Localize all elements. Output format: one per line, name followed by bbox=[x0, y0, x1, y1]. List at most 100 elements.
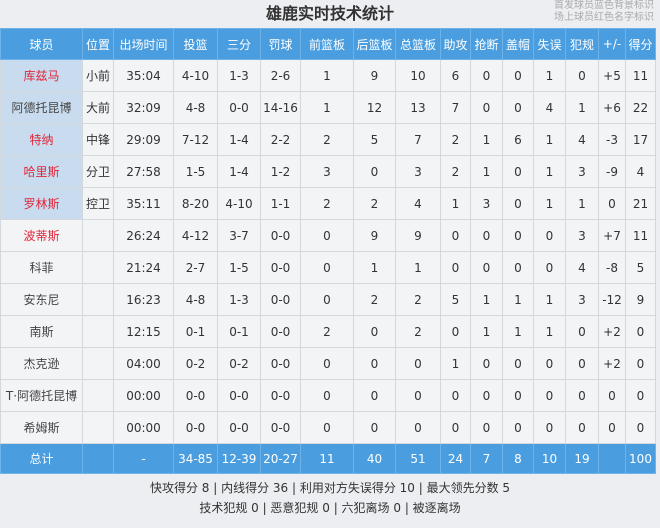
stat-cell: 5 bbox=[625, 251, 656, 284]
player-name[interactable]: 阿德托昆博 bbox=[0, 91, 83, 124]
stat-cell: 0 bbox=[625, 379, 656, 412]
total-cell: 7 bbox=[470, 443, 503, 474]
stat-cell: 0 bbox=[565, 315, 599, 348]
stat-cell: 0-0 bbox=[260, 379, 301, 412]
column-header[interactable]: 盖帽 bbox=[502, 28, 534, 60]
player-name[interactable]: T·阿德托昆博 bbox=[0, 379, 83, 412]
total-cell: 40 bbox=[353, 443, 396, 474]
stat-cell: 大前 bbox=[82, 91, 114, 124]
player-row: 特纳 中锋 29:09 7-12 1-4 2-2 2 5 7 2 1 6 1 4 -3 17 bbox=[0, 123, 656, 156]
player-name[interactable]: 安东尼 bbox=[0, 283, 83, 316]
stat-cell: 2-6 bbox=[260, 59, 301, 92]
stat-cell: 0 bbox=[533, 219, 566, 252]
stat-cell: 6 bbox=[440, 59, 471, 92]
column-header[interactable]: 投篮 bbox=[173, 28, 218, 60]
stat-cell: 00:00 bbox=[113, 379, 174, 412]
player-row: 波蒂斯 26:24 4-12 3-7 0-0 0 9 9 0 0 0 0 3 +7 11 bbox=[0, 219, 656, 252]
player-row: 安东尼 16:23 4-8 1-3 0-0 0 2 2 5 1 1 1 3 -12 9 bbox=[0, 283, 656, 316]
stat-cell: 1-4 bbox=[217, 123, 261, 156]
player-name[interactable]: 罗林斯 bbox=[0, 187, 83, 220]
stat-cell: 1 bbox=[440, 347, 471, 380]
stat-cell: 22 bbox=[625, 91, 656, 124]
stat-cell: 0 bbox=[502, 187, 534, 220]
stat-cell: 0 bbox=[470, 411, 503, 444]
player-name[interactable]: 库兹马 bbox=[0, 59, 83, 92]
column-header[interactable]: 助攻 bbox=[440, 28, 471, 60]
stat-cell: 0 bbox=[502, 251, 534, 284]
column-header[interactable]: 球员 bbox=[0, 28, 83, 60]
stat-cell: 2 bbox=[395, 315, 441, 348]
stat-cell: 4 bbox=[533, 91, 566, 124]
stat-cell: 2 bbox=[353, 187, 396, 220]
column-header[interactable]: 位置 bbox=[82, 28, 114, 60]
stat-cell: 0 bbox=[502, 155, 534, 188]
stat-cell: 2 bbox=[353, 283, 396, 316]
stat-cell: 0 bbox=[440, 251, 471, 284]
stat-cell: 0-0 bbox=[260, 315, 301, 348]
stat-cell: 0-0 bbox=[260, 411, 301, 444]
player-name[interactable]: 特纳 bbox=[0, 123, 83, 156]
column-header[interactable]: 得分 bbox=[625, 28, 656, 60]
column-header[interactable]: 失误 bbox=[533, 28, 566, 60]
player-row: 罗林斯 控卫 35:11 8-20 4-10 1-1 2 2 4 1 3 0 1 1 0 21 bbox=[0, 187, 656, 220]
stat-cell bbox=[82, 379, 114, 412]
player-row: 哈里斯 分卫 27:58 1-5 1-4 1-2 3 0 3 2 1 0 1 3 -9 4 bbox=[0, 155, 656, 188]
stat-cell: 中锋 bbox=[82, 123, 114, 156]
player-name[interactable]: 科菲 bbox=[0, 251, 83, 284]
stat-cell bbox=[82, 283, 114, 316]
stat-cell: 7 bbox=[440, 91, 471, 124]
stat-cell: 1 bbox=[440, 187, 471, 220]
stat-cell: 21:24 bbox=[113, 251, 174, 284]
player-name[interactable]: 杰克逊 bbox=[0, 347, 83, 380]
column-header[interactable]: 抢断 bbox=[470, 28, 503, 60]
player-name[interactable]: 波蒂斯 bbox=[0, 219, 83, 252]
stat-cell: 12:15 bbox=[113, 315, 174, 348]
summary-line-1: 快攻得分 8 | 内线得分 36 | 利用对方失误得分 10 | 最大领先分数 … bbox=[149, 481, 511, 495]
stat-cell: 0-0 bbox=[260, 347, 301, 380]
stat-cell: 27:58 bbox=[113, 155, 174, 188]
stat-cell: 8-20 bbox=[173, 187, 218, 220]
total-cell: 19 bbox=[565, 443, 599, 474]
stat-cell: 2 bbox=[440, 155, 471, 188]
stat-cell: 0 bbox=[533, 347, 566, 380]
stat-cell: 0 bbox=[565, 347, 599, 380]
legend-on-court: 场上球员红色名字标识 bbox=[554, 12, 654, 23]
column-header[interactable]: 后篮板 bbox=[353, 28, 396, 60]
stat-cell: 35:04 bbox=[113, 59, 174, 92]
stat-cell: 1 bbox=[300, 59, 354, 92]
stat-cell: 0 bbox=[395, 411, 441, 444]
stat-cell: 0 bbox=[353, 347, 396, 380]
header-row: 球员 位置 出场时间 投篮 三分 罚球 前篮板 后篮板 总篮板 助攻 抢断 盖帽 失误 犯规 +/- 得分 bbox=[0, 28, 656, 60]
stat-cell: 0 bbox=[440, 315, 471, 348]
player-row: 南斯 12:15 0-1 0-1 0-0 2 0 2 0 1 1 1 0 +2 0 bbox=[0, 315, 656, 348]
stat-cell: 0 bbox=[470, 59, 503, 92]
stat-cell: 0-0 bbox=[260, 219, 301, 252]
stat-cell: 12 bbox=[353, 91, 396, 124]
column-header[interactable]: 出场时间 bbox=[113, 28, 174, 60]
column-header[interactable]: 总篮板 bbox=[395, 28, 441, 60]
player-name[interactable]: 哈里斯 bbox=[0, 155, 83, 188]
total-cell: 10 bbox=[533, 443, 566, 474]
column-header[interactable]: 前篮板 bbox=[300, 28, 354, 60]
stat-cell: 0 bbox=[470, 379, 503, 412]
player-name[interactable]: 南斯 bbox=[0, 315, 83, 348]
player-name[interactable]: 希姆斯 bbox=[0, 411, 83, 444]
stat-cell: 1 bbox=[533, 123, 566, 156]
stat-cell: 5 bbox=[440, 283, 471, 316]
stat-cell: 1-5 bbox=[173, 155, 218, 188]
stat-cell: 0 bbox=[565, 411, 599, 444]
total-cell: 24 bbox=[440, 443, 471, 474]
stat-cell: 4 bbox=[565, 251, 599, 284]
stat-cell: 0-0 bbox=[217, 411, 261, 444]
stat-cell: 0 bbox=[502, 59, 534, 92]
stat-cell: 0 bbox=[470, 91, 503, 124]
stat-cell: -12 bbox=[598, 283, 626, 316]
stat-cell: 0 bbox=[440, 379, 471, 412]
column-header[interactable]: +/- bbox=[598, 28, 626, 60]
column-header[interactable]: 罚球 bbox=[260, 28, 301, 60]
stat-cell: 1 bbox=[502, 315, 534, 348]
total-cell: 8 bbox=[502, 443, 534, 474]
column-header[interactable]: 犯规 bbox=[565, 28, 599, 60]
stat-cell: 21 bbox=[625, 187, 656, 220]
column-header[interactable]: 三分 bbox=[217, 28, 261, 60]
